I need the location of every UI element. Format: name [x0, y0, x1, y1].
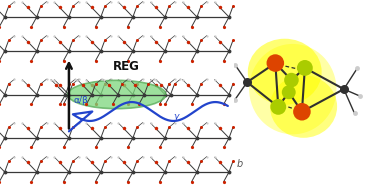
Ellipse shape	[249, 44, 336, 134]
Text: α/β: α/β	[74, 96, 88, 105]
Point	[272, 62, 278, 65]
Point	[289, 79, 294, 82]
Text: γ: γ	[173, 112, 178, 121]
Ellipse shape	[270, 75, 337, 138]
Point	[275, 105, 281, 108]
Point	[302, 66, 308, 69]
Point	[286, 91, 292, 94]
Ellipse shape	[68, 80, 166, 109]
Text: b: b	[236, 159, 243, 169]
Ellipse shape	[248, 39, 322, 105]
Text: REG: REG	[113, 60, 139, 73]
Point	[299, 110, 305, 113]
